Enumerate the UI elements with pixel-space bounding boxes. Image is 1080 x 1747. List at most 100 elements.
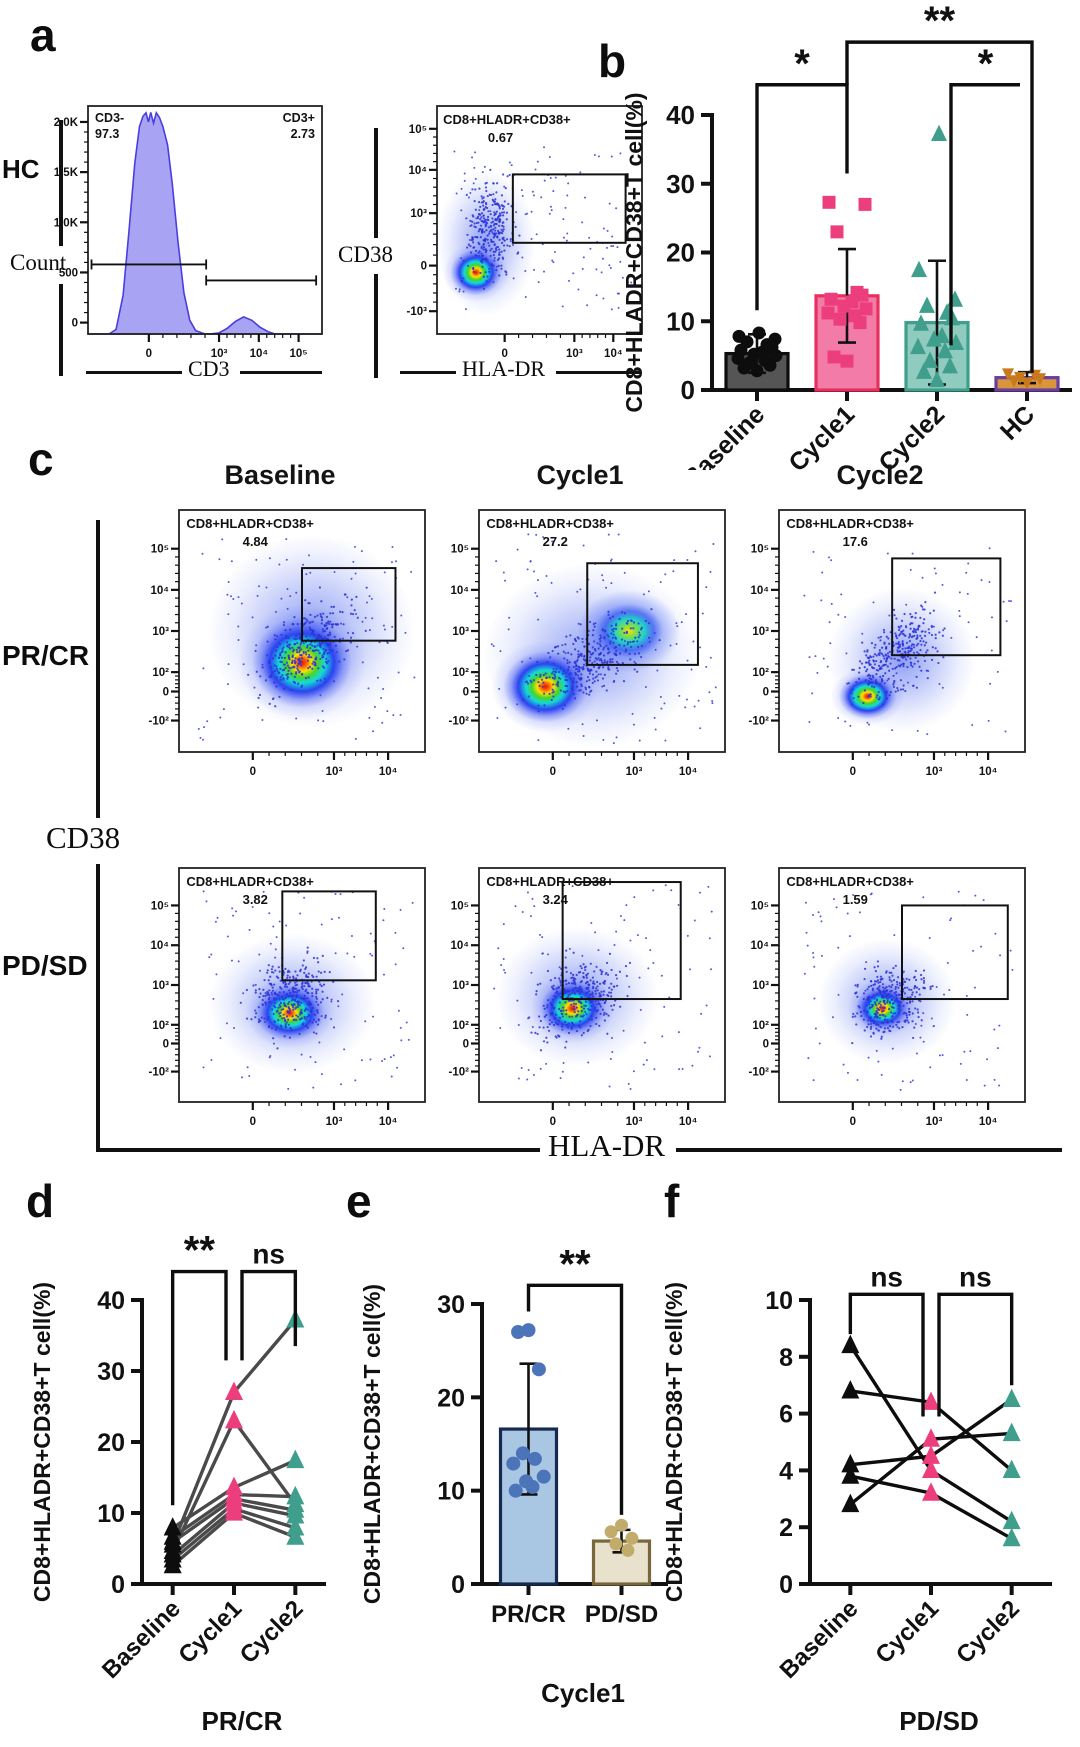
panel-e-bar-chart: 0 10 20 30 CD8+HLADR+CD38+T cell(%) PR/CR PD/S… (350, 1232, 680, 1747)
flow-plot-pdsd-baseline: CD8+HLADR+CD38+ 3.82 10⁵ 10⁴ 10³ 10² 0 -10² 0 10³… (125, 856, 435, 1148)
cd3-histogram-plot: CD3- 97.3 CD3+ 2.73 2.0K 1.5K 1.0K 500 0 0 10³ 10⁴ 1… (40, 98, 330, 376)
svg-text:97.3: 97.3 (95, 127, 119, 141)
panel-a-letter: a (30, 9, 56, 61)
svg-text:10: 10 (666, 306, 695, 336)
svg-text:0: 0 (763, 1039, 769, 1051)
svg-text:10²: 10² (752, 667, 769, 679)
svg-text:40: 40 (97, 1287, 125, 1315)
svg-text:Cycle2: Cycle2 (235, 1595, 309, 1669)
svg-text:0: 0 (163, 1039, 169, 1051)
svg-text:10: 10 (437, 1478, 465, 1506)
svg-text:-10²: -10² (449, 1067, 470, 1079)
svg-text:2: 2 (779, 1514, 793, 1542)
svg-text:PR/CR: PR/CR (202, 1706, 283, 1736)
panel-c-y-axis-label: CD38 (46, 820, 121, 855)
svg-text:PR/CR: PR/CR (491, 1601, 566, 1628)
svg-text:20: 20 (666, 238, 695, 268)
svg-text:10²: 10² (752, 1020, 769, 1032)
column-title-baseline: Baseline (224, 460, 336, 490)
svg-text:Cycle1: Cycle1 (173, 1595, 247, 1669)
svg-text:0.67: 0.67 (488, 130, 513, 145)
svg-text:0: 0 (550, 1116, 556, 1128)
svg-text:4.84: 4.84 (243, 534, 269, 549)
svg-text:4: 4 (779, 1457, 793, 1485)
svg-text:10⁴: 10⁴ (751, 585, 770, 597)
cd38-c-axis-line-top (96, 520, 100, 818)
svg-text:10⁴: 10⁴ (151, 940, 170, 952)
svg-text:10⁴: 10⁴ (379, 1116, 398, 1128)
svg-text:*: * (978, 42, 994, 86)
svg-text:0: 0 (163, 687, 169, 699)
svg-text:0: 0 (146, 348, 152, 360)
panel-b-letter: b (598, 35, 627, 87)
svg-text:**: ** (924, 0, 956, 43)
svg-text:10³: 10³ (326, 766, 343, 778)
svg-text:10⁴: 10⁴ (679, 766, 698, 778)
panel-c-letter: c (28, 433, 54, 485)
svg-text:10³: 10³ (752, 980, 769, 992)
hc-cd38-hladr-plot: CD8+HLADR+CD38+ 0.67 10⁵ 10⁴ 10³ 0 -10³ 0 10³ 10⁴ (385, 98, 650, 376)
svg-text:10⁴: 10⁴ (679, 1116, 698, 1128)
svg-text:2.0K: 2.0K (54, 117, 79, 129)
chart-d-svg: 0 10 20 30 40 CD8+HLADR+CD38+T cell(%) Baselin… (29, 1232, 326, 1736)
svg-text:10³: 10³ (566, 348, 583, 360)
svg-text:CD3-: CD3- (95, 111, 124, 125)
svg-text:1.0K: 1.0K (54, 217, 79, 229)
svg-text:CD8+HLADR+CD38+T cell(%): CD8+HLADR+CD38+T cell(%) (621, 92, 647, 412)
svg-text:30: 30 (97, 1358, 125, 1386)
svg-text:CD8+HLADR+CD38+: CD8+HLADR+CD38+ (486, 516, 614, 531)
flow-plot-prcr-cycle2: CD8+HLADR+CD38+ 17.6 10⁵ 10⁴ 10³ 10² 0 -10² 0 10³… (725, 498, 1035, 798)
svg-text:Baseline: Baseline (775, 1595, 864, 1684)
svg-text:Baseline: Baseline (97, 1595, 186, 1684)
svg-text:-10²: -10² (149, 1067, 170, 1079)
svg-text:10⁵: 10⁵ (289, 348, 307, 360)
svg-text:CD8+HLADR+CD38+: CD8+HLADR+CD38+ (486, 874, 614, 889)
svg-text:10⁴: 10⁴ (979, 766, 998, 778)
svg-text:10⁴: 10⁴ (151, 585, 170, 597)
flow-c-0-2-svg: CD8+HLADR+CD38+ 17.6 10⁵ 10⁴ 10³ 10² 0 -10² 0 10³… (749, 509, 1026, 778)
svg-text:6: 6 (779, 1401, 793, 1429)
svg-text:CD3+: CD3+ (283, 111, 315, 125)
svg-text:ns: ns (959, 1261, 992, 1292)
svg-text:CD8+HLADR+CD38+: CD8+HLADR+CD38+ (786, 874, 914, 889)
svg-text:10³: 10³ (626, 1116, 643, 1128)
flow-a-scat-svg: CD8+HLADR+CD38+ 0.67 10⁵ 10⁴ 10³ 0 -10³ 0 10³ 10⁴ (407, 105, 643, 360)
svg-text:1.5K: 1.5K (54, 167, 79, 179)
svg-text:20: 20 (97, 1429, 125, 1457)
svg-text:-10²: -10² (149, 716, 170, 728)
svg-text:10³: 10³ (452, 980, 469, 992)
svg-text:10³: 10³ (152, 626, 169, 638)
svg-text:HC: HC (995, 400, 1040, 445)
svg-text:Cycle2: Cycle2 (951, 1595, 1025, 1669)
panel-f-letter: f (664, 1175, 680, 1227)
svg-text:10⁴: 10⁴ (451, 585, 470, 597)
svg-text:10³: 10³ (926, 766, 943, 778)
svg-text:0: 0 (681, 375, 695, 405)
svg-text:**: ** (559, 1242, 591, 1286)
svg-text:CD8+HLADR+CD38+: CD8+HLADR+CD38+ (186, 874, 314, 889)
panel-f-line-chart: 0 2 4 6 8 10 CD8+HLADR+CD38+T cell(%) Baseline C… (652, 1232, 1080, 1747)
cd38-c-axis-line-bottom (96, 864, 100, 1150)
svg-text:10: 10 (765, 1287, 793, 1315)
flow-c-0-1-svg: CD8+HLADR+CD38+ 27.2 10⁵ 10⁴ 10³ 10² 0 -10² 0 10³… (449, 509, 726, 778)
svg-text:10⁵: 10⁵ (451, 544, 469, 556)
svg-text:10⁴: 10⁴ (751, 940, 770, 952)
prcr-row-label: PR/CR (2, 640, 90, 671)
svg-text:-10²: -10² (749, 716, 770, 728)
svg-text:PD/SD: PD/SD (899, 1706, 978, 1736)
svg-text:10³: 10³ (211, 348, 228, 360)
svg-text:3.24: 3.24 (543, 892, 569, 907)
panel-d-line-chart: 0 10 20 30 40 CD8+HLADR+CD38+T cell(%) Baselin… (24, 1232, 346, 1747)
svg-text:10⁵: 10⁵ (409, 124, 427, 136)
scatter-a-x-axis-label: HLA-DR (462, 356, 546, 381)
hc-row-label: HC (2, 154, 40, 184)
svg-text:10⁵: 10⁵ (451, 900, 469, 912)
svg-text:500: 500 (59, 267, 78, 279)
cd3-axis-line-right (240, 371, 322, 374)
panel-d-letter: d (26, 1175, 55, 1227)
svg-text:Cycle1: Cycle1 (870, 1595, 944, 1669)
svg-text:10⁵: 10⁵ (751, 544, 769, 556)
svg-text:0: 0 (421, 261, 427, 273)
svg-text:10⁵: 10⁵ (151, 544, 169, 556)
svg-text:8: 8 (779, 1344, 793, 1372)
